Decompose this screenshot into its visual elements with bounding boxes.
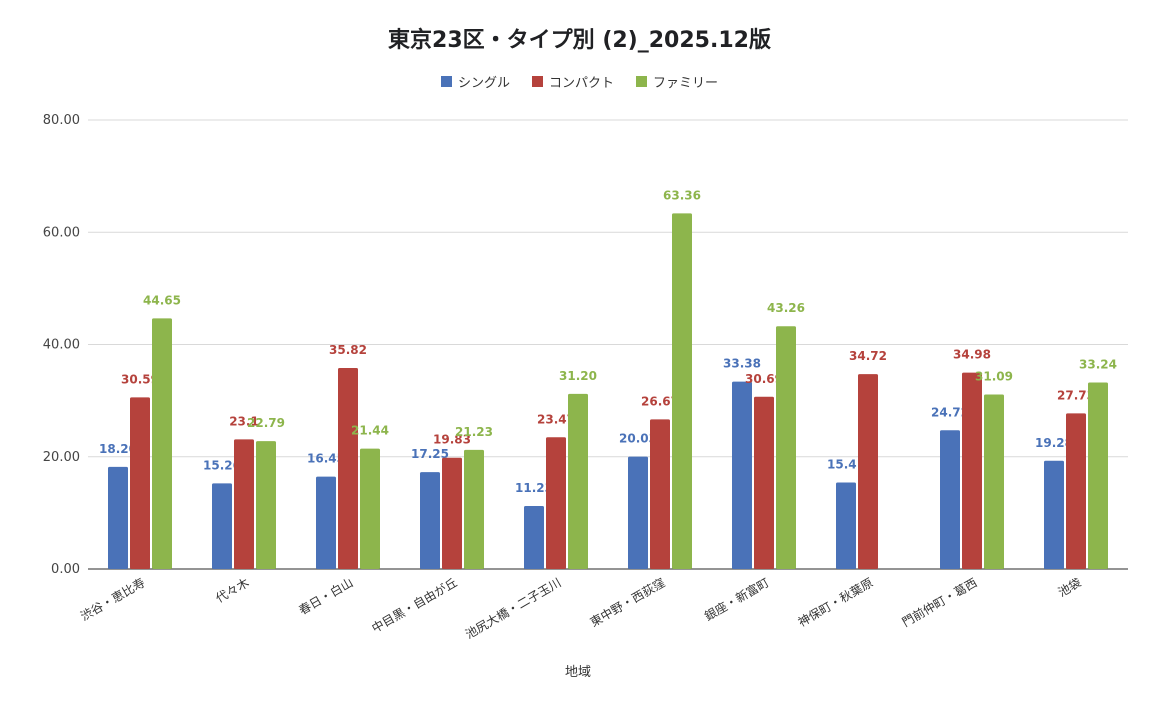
bar: [546, 437, 566, 569]
legend-label: ファミリー: [653, 76, 719, 91]
data-label: 43.26: [767, 301, 805, 315]
bar: [1088, 382, 1108, 569]
bar: [836, 482, 856, 569]
data-label: 19.28: [1035, 436, 1073, 450]
data-label: 30.69: [745, 372, 783, 386]
y-tick-label: 0.00: [51, 562, 80, 577]
data-label: 35.82: [329, 343, 367, 357]
bar: [858, 374, 878, 569]
x-tick-label: 渋谷・恵比寿: [78, 575, 147, 623]
bar: [940, 430, 960, 569]
legend: シングル コンパクト ファミリー: [0, 72, 1159, 91]
data-label: 33.24: [1079, 357, 1117, 371]
data-label: 19.83: [433, 433, 471, 447]
data-label: 15.41: [827, 458, 865, 472]
data-label: 31.20: [559, 369, 597, 383]
legend-swatch: [440, 76, 452, 87]
bar: [650, 419, 670, 569]
legend-item: コンパクト: [531, 72, 614, 91]
bar: [442, 457, 462, 569]
bar: [984, 394, 1004, 569]
bar: [108, 466, 128, 569]
data-label: 11.23: [515, 481, 553, 495]
data-label: 44.65: [143, 293, 181, 307]
bar: [360, 448, 380, 569]
data-label: 21.23: [455, 425, 493, 439]
bar: [1044, 460, 1064, 569]
x-tick-label: 池尻大橋・二子玉川: [463, 575, 564, 641]
bar: [130, 397, 150, 569]
legend-item: ファミリー: [636, 72, 718, 91]
data-label: 27.73: [1057, 388, 1095, 402]
bar: [234, 439, 254, 569]
legend-item: シングル: [440, 72, 510, 91]
data-label: 22.79: [247, 416, 285, 430]
bar: [524, 505, 544, 569]
bar: [1066, 413, 1086, 569]
bar: [732, 381, 752, 569]
legend-label: シングル: [457, 76, 510, 91]
x-tick-label: 中目黒・自由が丘: [369, 575, 460, 636]
x-tick-label: 門前仲町・葛西: [899, 575, 979, 630]
legend-swatch: [636, 76, 647, 87]
legend-swatch: [531, 76, 543, 87]
data-label: 23.1: [229, 414, 259, 428]
y-tick-label: 40.00: [43, 338, 80, 353]
bar: [420, 472, 440, 569]
bar: [568, 393, 588, 569]
bar: [152, 318, 172, 569]
data-label: 33.38: [723, 357, 761, 371]
data-label: 21.44: [351, 424, 389, 438]
data-label: 24.72: [931, 405, 969, 419]
bar: [316, 476, 336, 569]
bar: [776, 326, 796, 569]
data-label: 30.59: [121, 372, 159, 386]
data-label: 34.72: [849, 349, 887, 363]
bar: [754, 396, 774, 569]
x-tick-label: 銀座・新富町: [702, 575, 772, 624]
bar: [464, 449, 484, 569]
x-axis-label: 地域: [565, 665, 591, 680]
bar: [962, 372, 982, 569]
data-label: 16.45: [307, 452, 345, 466]
bar: [672, 213, 692, 569]
y-tick-label: 80.00: [43, 113, 80, 128]
data-label: 26.67: [641, 394, 679, 408]
x-tick-label: 神保町・秋葉原: [796, 575, 876, 629]
x-tick-label: 代々木: [213, 575, 251, 605]
x-tick-label: 春日・白山: [296, 575, 355, 618]
data-label: 18.20: [99, 442, 137, 456]
bar: [256, 441, 276, 569]
data-label: 34.98: [953, 348, 991, 362]
x-tick-label: 池袋: [1056, 575, 1084, 599]
bar: [338, 367, 358, 569]
data-label: 23.47: [537, 412, 575, 426]
data-label: 15.26: [203, 458, 241, 472]
data-label: 17.25: [411, 447, 449, 461]
legend-label: コンパクト: [548, 76, 614, 91]
data-label: 31.09: [975, 370, 1013, 384]
x-tick-label: 東中野・西荻窪: [587, 575, 667, 630]
data-label: 20.03: [619, 432, 657, 446]
data-label: 63.36: [663, 188, 701, 202]
y-tick-label: 20.00: [43, 450, 80, 465]
bar: [212, 483, 232, 569]
bar: [628, 456, 648, 569]
y-tick-label: 60.00: [43, 225, 80, 240]
chart-title: 東京23区・タイプ別 (2)_2025.12版: [388, 28, 771, 53]
